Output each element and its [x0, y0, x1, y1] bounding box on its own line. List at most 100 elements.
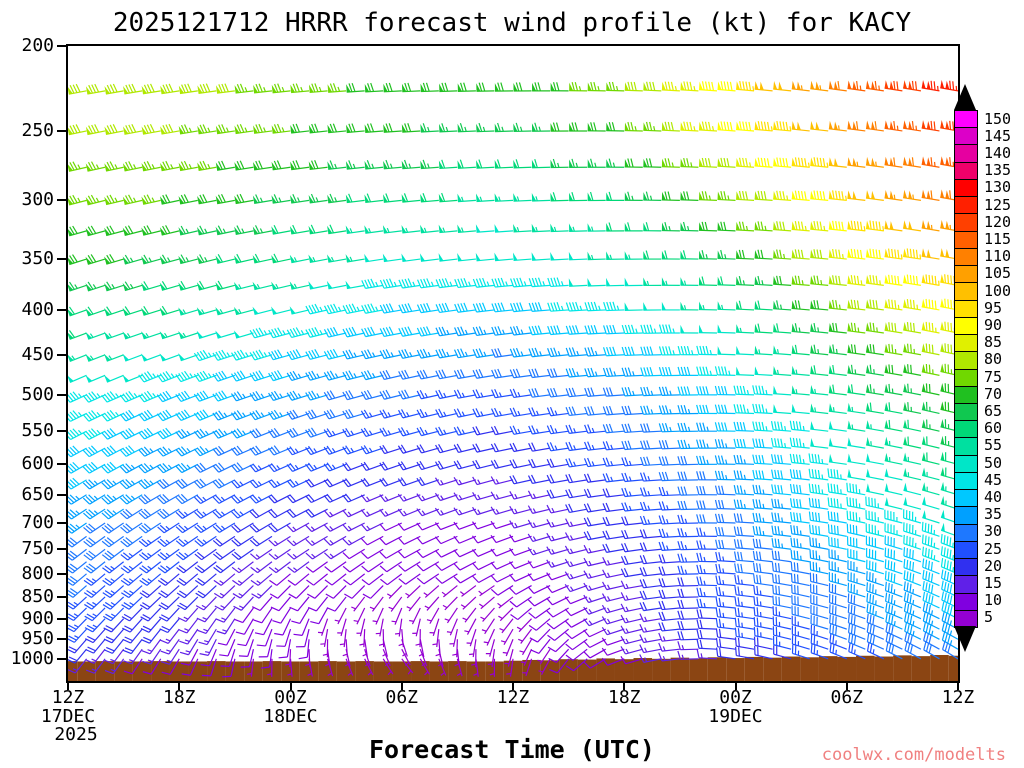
x-axis-title: Forecast Time (UTC)	[369, 735, 655, 764]
x-axis-tick	[400, 681, 403, 690]
colorbar-label: 10	[984, 591, 1003, 610]
date-label: 19DEC	[708, 706, 763, 727]
y-axis-tick	[57, 493, 68, 496]
colorbar-label: 45	[984, 470, 1003, 489]
y-axis-tick	[57, 595, 68, 598]
y-axis-tick-label: 1000	[10, 647, 54, 669]
colorbar-label: 105	[984, 264, 1012, 283]
y-axis-tick-label: 200	[21, 35, 54, 56]
colorbar-label: 15	[984, 574, 1003, 592]
x-axis-tick-label: 12Z	[941, 687, 975, 708]
colorbar-segment	[955, 283, 977, 301]
colorbar-segment	[955, 145, 977, 163]
colorbar-label: 145	[984, 126, 1012, 145]
colorbar-label: 120	[984, 212, 1012, 231]
colorbar-segment	[955, 472, 977, 491]
x-axis-tick	[289, 681, 292, 690]
colorbar-segment	[955, 214, 977, 232]
y-axis-tick	[57, 129, 68, 132]
y-axis-tick-label: 700	[21, 512, 54, 533]
colorbar-label: 115	[984, 230, 1012, 248]
colorbar-segment	[955, 162, 977, 180]
chart-title: 2025121712 HRRR forecast wind profile (k…	[112, 8, 912, 38]
x-axis-tick	[623, 681, 626, 690]
colorbar-segment	[955, 576, 977, 594]
colorbar-segment	[955, 541, 977, 560]
x-axis-tick-label: 18Z	[162, 687, 196, 708]
colorbar-label: 65	[984, 402, 1003, 420]
date-label: 17DEC	[40, 706, 96, 727]
y-axis-tick-label: 550	[21, 420, 54, 442]
colorbar-label: 85	[984, 333, 1003, 352]
colorbar-label: 100	[984, 281, 1012, 300]
colorbar-segment	[955, 335, 977, 353]
x-axis-tick	[512, 681, 514, 690]
y-axis-tick	[57, 393, 68, 396]
x-axis-tick	[178, 681, 181, 690]
colorbar-segment	[955, 369, 977, 387]
colorbar-segment	[955, 524, 977, 542]
y-axis-tick	[57, 430, 68, 433]
y-axis-tick	[57, 638, 68, 641]
colorbar-segment	[955, 248, 977, 267]
y-axis-tick	[57, 572, 68, 575]
x-axis-tick-label: 00Z	[274, 687, 307, 708]
colorbar-segment	[955, 128, 977, 146]
y-axis-tick	[57, 353, 68, 356]
colorbar-segment	[955, 197, 977, 215]
colorbar-label: 5	[984, 608, 994, 627]
colorbar-segment	[955, 386, 977, 404]
colorbar-label: 55	[984, 436, 1003, 455]
colorbar-label: 20	[984, 556, 1003, 575]
colorbar-label: 125	[984, 195, 1012, 214]
colorbar-segment	[955, 352, 977, 370]
x-axis-tick	[734, 681, 737, 690]
y-axis-tick-label: 750	[21, 538, 54, 560]
colorbar-under-arrow-icon	[954, 626, 976, 652]
y-axis-tick	[57, 463, 68, 466]
colorbar-label: 40	[984, 488, 1003, 506]
colorbar-segment	[955, 231, 977, 249]
y-axis-tick-label: 650	[21, 483, 54, 505]
x-axis-tick	[67, 681, 69, 690]
colorbar-segment	[955, 266, 977, 284]
colorbar-label: 75	[984, 367, 1003, 386]
y-axis-tick	[57, 522, 68, 524]
colorbar-segment	[955, 179, 977, 198]
y-axis-tick	[57, 45, 68, 47]
colorbar-label: 30	[984, 522, 1003, 541]
colorbar-label: 150	[984, 109, 1012, 128]
colorbar-segment	[955, 438, 977, 456]
y-axis-tick	[57, 308, 68, 311]
colorbar-segment	[955, 111, 977, 129]
x-axis-tick-label: 00Z	[719, 687, 752, 708]
colorbar-segment	[955, 490, 977, 508]
colorbar-segment	[955, 593, 977, 611]
x-axis-tick-label: 06Z	[830, 687, 863, 708]
x-axis-tick	[845, 681, 848, 690]
y-axis-tick-label: 900	[21, 607, 54, 629]
colorbar-label: 25	[984, 539, 1003, 558]
date-label: 2025	[54, 724, 98, 745]
y-axis-tick	[57, 617, 68, 620]
date-label: 18DEC	[263, 706, 318, 727]
colorbar-label: 70	[984, 384, 1003, 403]
colorbar-label: 135	[984, 161, 1012, 180]
x-axis-tick-label: 18Z	[607, 687, 641, 708]
y-axis-tick-label: 600	[21, 453, 54, 475]
y-axis-tick-label: 350	[21, 248, 54, 270]
colorbar-label: 35	[984, 505, 1003, 524]
colorbar-label: 80	[984, 350, 1003, 369]
colorbar-label: 60	[984, 419, 1003, 438]
watermark-text: coolwx.com/modelts	[821, 745, 1006, 765]
y-axis-tick	[57, 657, 68, 660]
wind-barb-plot-canvas	[68, 46, 958, 681]
y-axis-tick-label: 450	[21, 343, 54, 365]
x-axis-tick-label: 06Z	[385, 687, 418, 708]
y-axis-tick	[57, 548, 68, 551]
colorbar-label: 50	[984, 453, 1003, 472]
y-axis-tick-label: 400	[21, 298, 54, 320]
colorbar-segment	[955, 421, 977, 439]
y-axis-tick	[57, 258, 68, 261]
